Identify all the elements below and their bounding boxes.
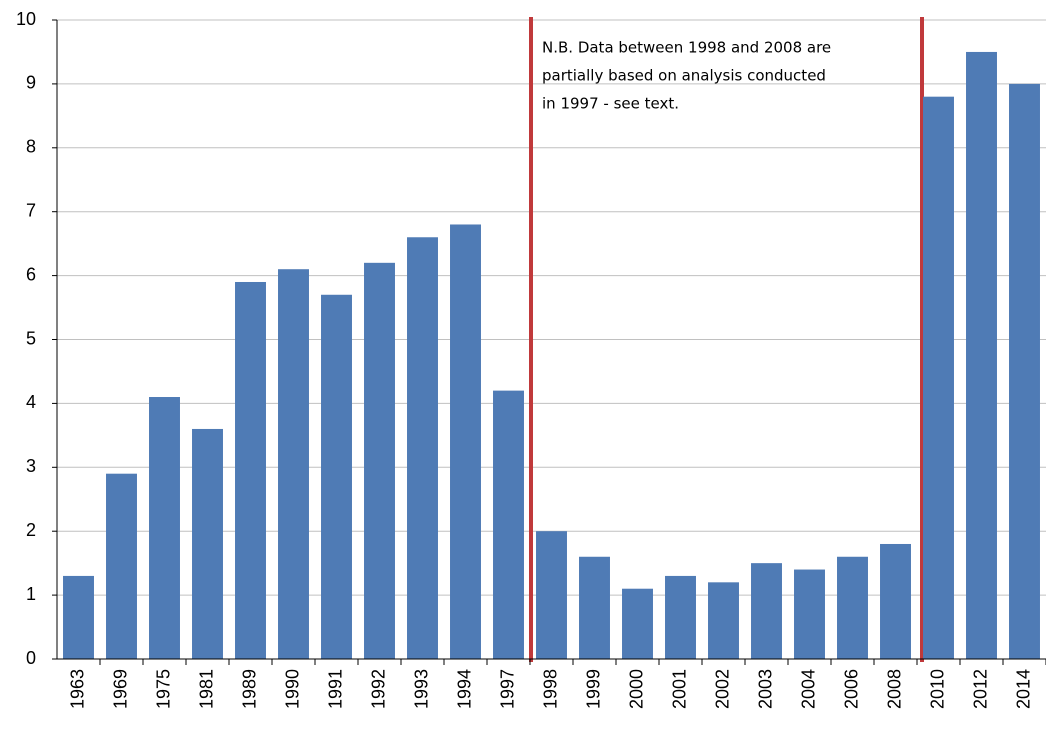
bar <box>751 563 782 659</box>
x-tick-label: 2014 <box>1013 669 1033 709</box>
bar <box>364 262 395 659</box>
bar <box>149 397 180 659</box>
x-tick-label: 1963 <box>67 669 87 709</box>
x-tick-label: 2004 <box>798 669 818 709</box>
x-tick-label: 2000 <box>626 669 646 709</box>
bar <box>923 96 954 660</box>
bar <box>708 582 739 659</box>
y-tick-label: 1 <box>26 584 36 604</box>
y-tick-label: 10 <box>16 9 36 29</box>
x-tick-label: 1998 <box>540 669 560 709</box>
bar <box>493 390 524 659</box>
x-tick-label: 1992 <box>368 669 388 709</box>
x-tick-label: 1994 <box>454 669 474 709</box>
y-tick-label: 6 <box>26 264 36 284</box>
y-tick-label: 5 <box>26 328 36 348</box>
x-tick-label: 1969 <box>110 669 130 709</box>
x-tick-label: 2001 <box>669 669 689 709</box>
x-tick-label: 1989 <box>239 669 259 709</box>
bar <box>450 224 481 660</box>
y-tick-label: 9 <box>26 73 36 93</box>
x-tick-label: 1997 <box>497 669 517 709</box>
x-tick-label: 1990 <box>282 669 302 709</box>
bar <box>622 588 653 659</box>
x-tick-label: 1981 <box>196 669 216 709</box>
bar <box>966 51 997 659</box>
bar <box>880 543 911 659</box>
y-tick-label: 7 <box>26 200 36 220</box>
bar <box>407 237 438 659</box>
x-tick-label: 2012 <box>970 669 990 709</box>
bar <box>536 531 567 659</box>
x-tick-label: 1975 <box>153 669 173 709</box>
bar <box>278 269 309 659</box>
bar <box>665 575 696 659</box>
x-tick-label: 2003 <box>755 669 775 709</box>
x-tick-label: 1993 <box>411 669 431 709</box>
y-tick-label: 8 <box>26 137 36 157</box>
y-tick-label: 3 <box>26 456 36 476</box>
y-tick-label: 2 <box>26 520 36 540</box>
y-tick-label: 0 <box>26 648 36 668</box>
x-tick-label: 2008 <box>884 669 904 709</box>
annotation: in 1997 - see text. <box>542 95 679 113</box>
annotation: N.B. Data between 1998 and 2008 are <box>542 39 831 57</box>
bar <box>63 575 94 659</box>
bar <box>321 294 352 659</box>
bar <box>235 281 266 659</box>
bar <box>106 473 137 659</box>
bar <box>1009 83 1040 659</box>
x-tick-label: 2002 <box>712 669 732 709</box>
bar <box>192 428 223 659</box>
x-tick-label: 2010 <box>927 669 947 709</box>
bar <box>579 556 610 659</box>
x-tick-label: 1999 <box>583 669 603 709</box>
x-tick-label: 2006 <box>841 669 861 709</box>
bar <box>794 569 825 659</box>
x-tick-label: 1991 <box>325 669 345 709</box>
bar <box>837 556 868 659</box>
annotation: partially based on analysis conducted <box>542 67 826 85</box>
y-tick-label: 4 <box>26 392 36 412</box>
